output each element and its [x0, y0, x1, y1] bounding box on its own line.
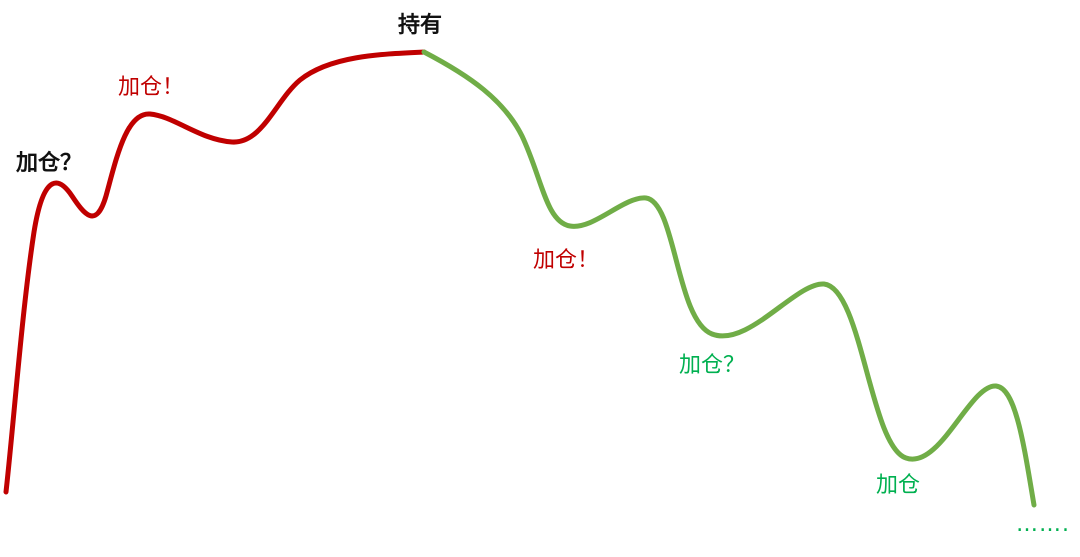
- continuation-ellipsis: …….: [1016, 512, 1070, 537]
- label-add-question-bottom: 加仓？: [679, 353, 746, 378]
- label-add-exclaim-top: 加仓！: [118, 75, 185, 100]
- label-add-question-top: 加仓？: [16, 151, 83, 176]
- rising-curve-segment: [3, 49, 427, 495]
- label-hold: 持有: [398, 13, 443, 38]
- falling-curve-segment: [421, 49, 1037, 508]
- label-add-plain: 加仓: [876, 473, 921, 498]
- label-add-exclaim-bottom: 加仓！: [533, 248, 600, 273]
